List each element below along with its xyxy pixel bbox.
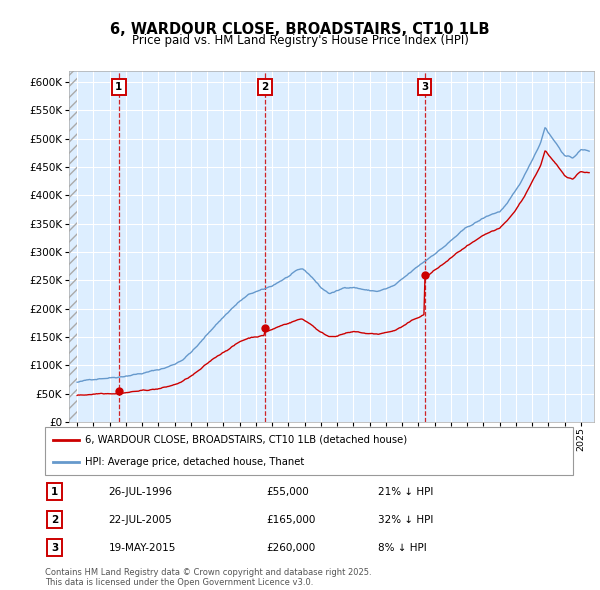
Text: 6, WARDOUR CLOSE, BROADSTAIRS, CT10 1LB (detached house): 6, WARDOUR CLOSE, BROADSTAIRS, CT10 1LB …: [85, 435, 407, 445]
Text: 21% ↓ HPI: 21% ↓ HPI: [377, 487, 433, 497]
Text: 3: 3: [421, 81, 428, 91]
Text: HPI: Average price, detached house, Thanet: HPI: Average price, detached house, Than…: [85, 457, 304, 467]
Text: 32% ↓ HPI: 32% ↓ HPI: [377, 515, 433, 525]
Text: £260,000: £260,000: [267, 543, 316, 553]
Text: 2: 2: [51, 515, 58, 525]
Text: 3: 3: [51, 543, 58, 553]
Text: 19-MAY-2015: 19-MAY-2015: [109, 543, 176, 553]
Text: 6, WARDOUR CLOSE, BROADSTAIRS, CT10 1LB: 6, WARDOUR CLOSE, BROADSTAIRS, CT10 1LB: [110, 22, 490, 37]
Text: Price paid vs. HM Land Registry's House Price Index (HPI): Price paid vs. HM Land Registry's House …: [131, 34, 469, 47]
Text: 2: 2: [261, 81, 268, 91]
Text: £165,000: £165,000: [267, 515, 316, 525]
Text: Contains HM Land Registry data © Crown copyright and database right 2025.
This d: Contains HM Land Registry data © Crown c…: [45, 568, 371, 587]
Text: 1: 1: [115, 81, 122, 91]
Text: £55,000: £55,000: [267, 487, 310, 497]
Text: 26-JUL-1996: 26-JUL-1996: [109, 487, 172, 497]
Text: 8% ↓ HPI: 8% ↓ HPI: [377, 543, 427, 553]
FancyBboxPatch shape: [45, 427, 573, 475]
Text: 1: 1: [51, 487, 58, 497]
Text: 22-JUL-2005: 22-JUL-2005: [109, 515, 172, 525]
